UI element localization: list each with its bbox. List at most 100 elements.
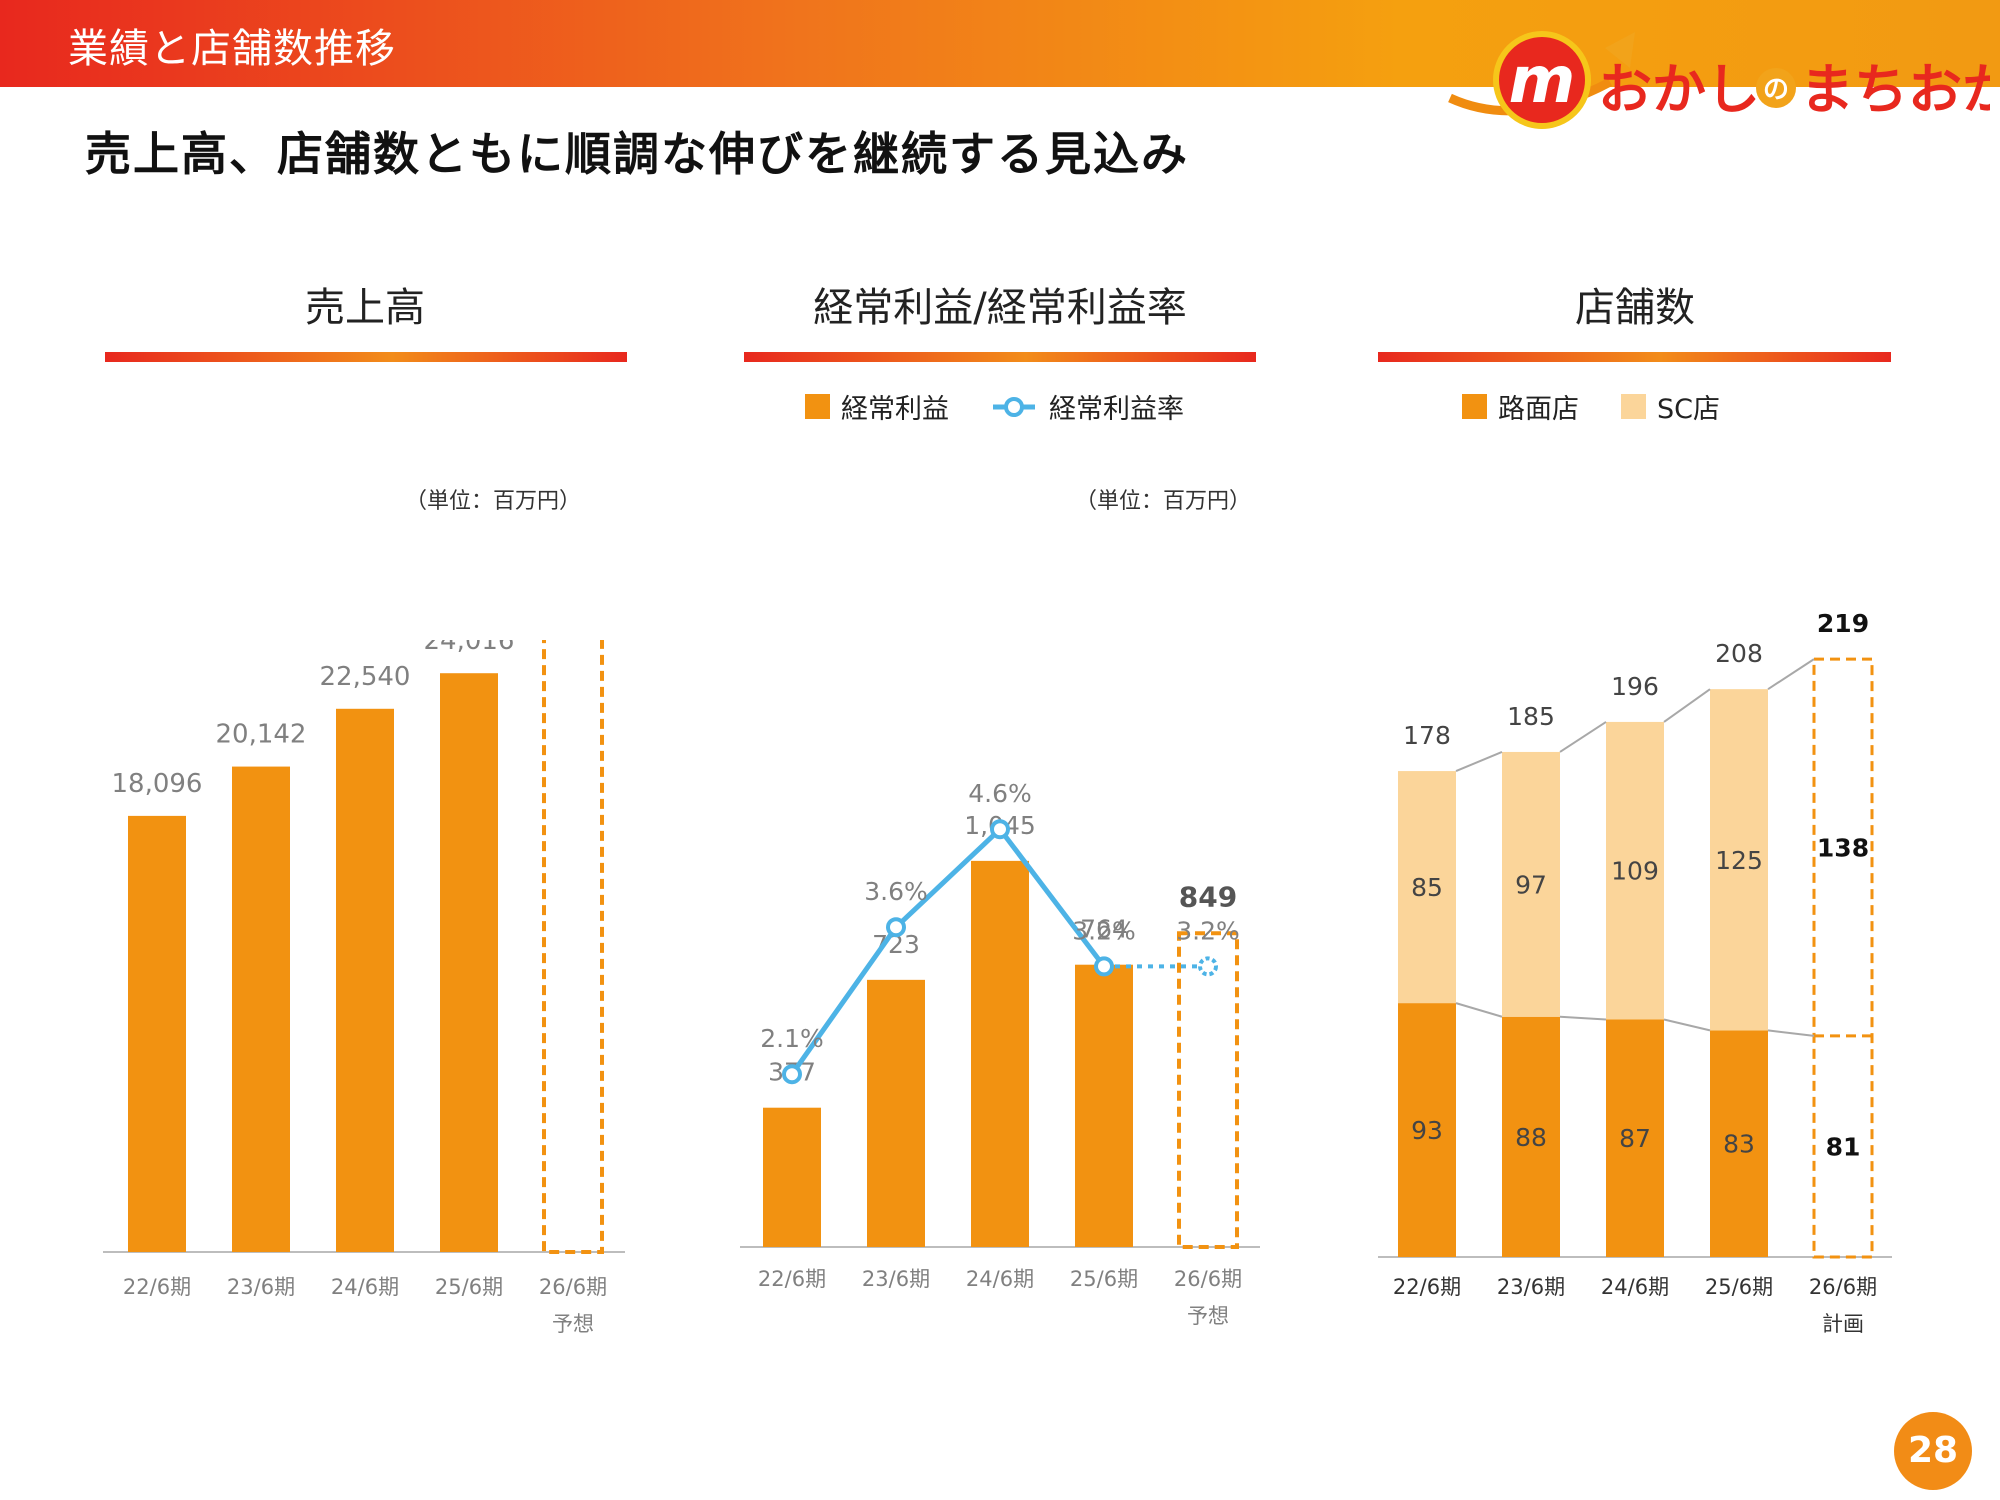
stores-panel-rule (1378, 352, 1891, 362)
sales-panel-rule (105, 352, 627, 362)
sales-category-sublabel: 予想 (552, 1312, 594, 1336)
profit-chart: 37722/6期72323/6期1,04524/6期76425/6期84926/… (740, 779, 1260, 1328)
stores-total-value: 219 (1817, 609, 1869, 638)
stores-legend: 路面店 SC店 (1462, 387, 1762, 426)
stores-sc-value: 85 (1411, 873, 1443, 902)
stores-sc-value: 109 (1611, 857, 1659, 886)
profit-margin-label: 3.6% (864, 877, 928, 906)
legend-swatch-street (1462, 394, 1487, 419)
sales-value-label: 22,540 (320, 662, 411, 692)
legend-label-sc-stores: SC店 (1657, 394, 1720, 425)
stores-bar-sc (1606, 721, 1664, 1020)
stores-street-connector (1455, 1002, 1503, 1018)
stores-bar-sc (1398, 771, 1456, 1004)
legend-item-profit-margin: 経常利益率 (991, 387, 1184, 426)
profit-margin-point (886, 917, 906, 938)
profit-category-sublabel: 予想 (1187, 1304, 1229, 1328)
stores-bar-sc (1710, 689, 1768, 1031)
profit-category-label: 23/6期 (862, 1267, 930, 1291)
stores-bar-forecast (1812, 657, 1874, 1259)
logo-mark-letter: m (1509, 44, 1576, 118)
profit-margin-label: 3.2% (1176, 916, 1240, 945)
profit-bar (1075, 964, 1133, 1247)
profit-category-label: 24/6期 (966, 1267, 1034, 1291)
sales-panel-title: 売上高 (305, 285, 425, 331)
stores-bar-street (1710, 1030, 1768, 1257)
profit-margin-point (1094, 956, 1114, 977)
stores-panel-title: 店舗数 (1575, 285, 1695, 331)
page-headline: 売上高、店舗数ともに順調な伸びを継続する見込み (85, 127, 1189, 181)
legend-label-profit-margin: 経常利益率 (1049, 394, 1184, 425)
sales-category-label: 22/6期 (123, 1275, 191, 1299)
stores-sc-value: 138 (1817, 834, 1869, 863)
logo-text-no: の (1763, 75, 1789, 105)
stores-total-value: 178 (1403, 721, 1451, 750)
legend-label-ordinary-profit: 経常利益 (841, 394, 949, 425)
stores-category-label: 25/6期 (1705, 1275, 1773, 1299)
logo-text-okashi: おかし (1598, 58, 1760, 121)
stores-total-connector (1559, 721, 1607, 753)
profit-margin-point (782, 1064, 802, 1085)
legend-label-street-stores: 路面店 (1498, 394, 1579, 425)
sales-bar (232, 766, 290, 1252)
stores-street-connector (1559, 1015, 1607, 1021)
profit-margin-line-segment (789, 925, 899, 1076)
sales-category-label: 25/6期 (435, 1275, 503, 1299)
profit-margin-label: 3.2% (1072, 916, 1136, 945)
stores-bar-street (1398, 1003, 1456, 1257)
stores-street-connector (1663, 1018, 1711, 1032)
stores-category-sublabel: 計画 (1822, 1312, 1864, 1336)
profit-margin-label: 4.6% (968, 779, 1032, 808)
sales-category-label: 26/6期 (539, 1275, 607, 1299)
stores-sc-value: 97 (1515, 870, 1547, 899)
profit-bar-forecast (1177, 931, 1239, 1249)
profit-margin-point (990, 819, 1010, 840)
stores-chart: 93 85 178 22/6期 88 97 185 23/6期 87 109 196 24/6期 83 1… (1378, 609, 1892, 1336)
legend-line-marker-icon (993, 396, 1035, 417)
legend-swatch-sc (1621, 394, 1646, 419)
profit-category-label: 26/6期 (1174, 1267, 1242, 1291)
sales-unit-note: （単位：百万円） (405, 489, 582, 514)
stores-category-label: 24/6期 (1601, 1275, 1669, 1299)
section-title: 業績と店舗数推移 (68, 26, 396, 72)
legend-item-sc-stores: SC店 (1621, 387, 1720, 426)
sales-bar (336, 708, 394, 1252)
profit-bar (971, 860, 1029, 1247)
stores-street-value: 93 (1411, 1116, 1443, 1145)
profit-value-label: 764 (1080, 915, 1128, 944)
profit-margin-label: 2.1% (760, 1024, 824, 1053)
profit-bar (867, 979, 925, 1247)
stores-bar-street (1502, 1016, 1560, 1257)
stores-total-value: 196 (1611, 672, 1659, 701)
legend-item-street-stores: 路面店 (1462, 387, 1579, 426)
stores-street-value: 87 (1619, 1124, 1651, 1153)
profit-margin-line-segment (894, 827, 1002, 930)
profit-bar (763, 1107, 821, 1247)
stores-street-value: 81 (1826, 1132, 1861, 1161)
profit-panel-title: 経常利益/経常利益率 (813, 285, 1187, 331)
sales-bar (440, 673, 498, 1252)
stores-bar-street (1606, 1019, 1664, 1257)
logo-wrapper-twist (1605, 32, 1635, 68)
legend-swatch-bar (805, 394, 830, 419)
header-bar (0, 0, 2000, 87)
sales-category-label: 23/6期 (227, 1275, 295, 1299)
sales-chart: 18,096 22/6期 20,142 23/6期 22,540 24/6期 24,016 2… (103, 640, 625, 1336)
stores-total-value: 208 (1715, 639, 1763, 668)
stores-category-label: 22/6期 (1393, 1275, 1461, 1299)
legend-item-ordinary-profit: 経常利益 (805, 387, 949, 426)
logo-no-badge (1756, 68, 1796, 108)
stores-street-value: 83 (1723, 1130, 1755, 1159)
stores-street-connector (1767, 1029, 1815, 1037)
stores-total-value: 185 (1507, 702, 1555, 731)
stores-category-label: 23/6期 (1497, 1275, 1565, 1299)
stores-sc-value: 125 (1715, 846, 1763, 875)
sales-value-label: 20,142 (216, 720, 307, 750)
profit-value-label: 849 (1179, 880, 1237, 913)
stores-total-connector (1455, 751, 1503, 772)
logo-candy-mark (1493, 31, 1591, 129)
stores-category-label: 26/6期 (1809, 1275, 1877, 1299)
sales-value-label: 18,096 (112, 769, 203, 799)
profit-category-label: 22/6期 (758, 1267, 826, 1291)
profit-margin-line-segment (998, 827, 1106, 968)
